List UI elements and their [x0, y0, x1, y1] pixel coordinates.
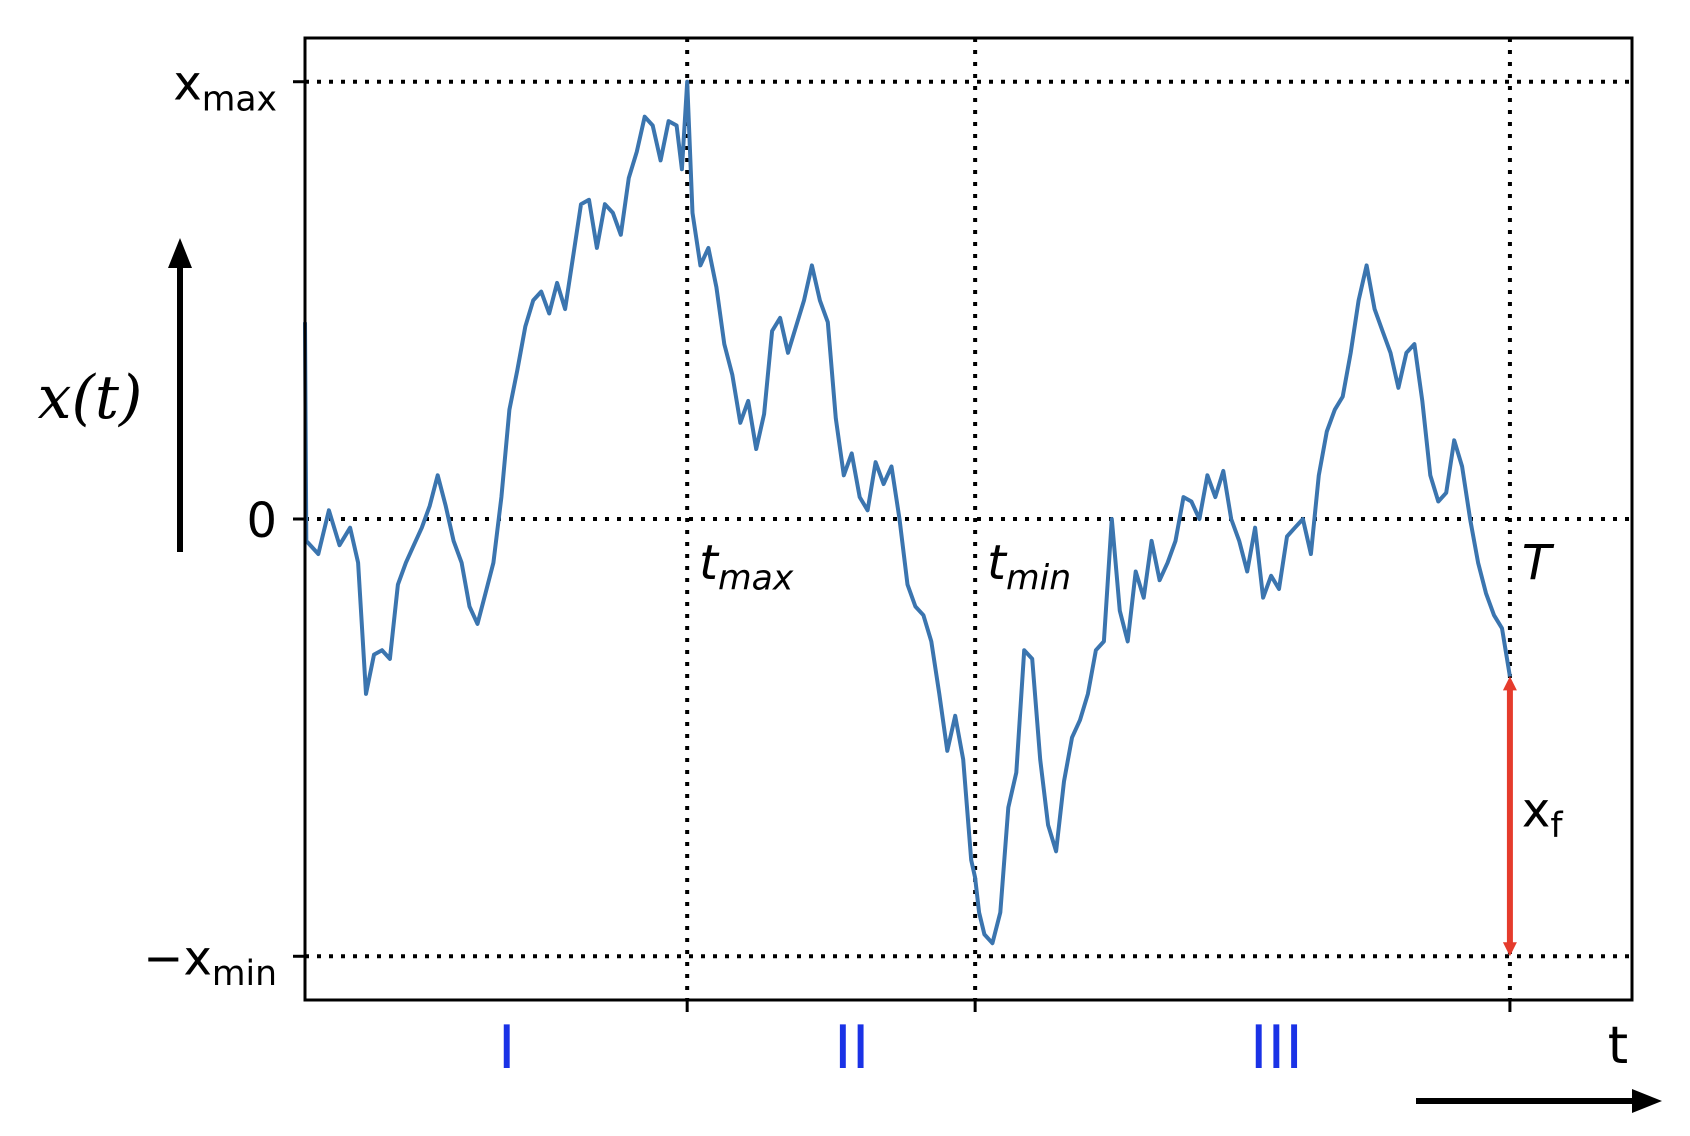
reference-lines	[305, 38, 1632, 1000]
y-tick-label: xmax	[173, 56, 277, 120]
time-marker-label-main: t	[699, 535, 720, 591]
series-layer	[303, 79, 1512, 946]
time-marker-label-sub: max	[718, 559, 794, 599]
region-label: II	[834, 1013, 869, 1083]
time-marker-labels: tmax tmin T	[685, 535, 1555, 1012]
time-marker-label: tmax	[699, 535, 794, 599]
y-tick-label-main: 0	[246, 493, 277, 549]
y-axis-arrow-head	[168, 238, 192, 268]
region-label: III	[1250, 1013, 1303, 1083]
time-marker-label-main: t	[987, 535, 1008, 591]
y-tick-label-main: x	[173, 56, 201, 112]
y-tick-label: 0	[246, 493, 277, 549]
final-arrow-head-bottom	[1502, 942, 1517, 957]
final-arrow-label-main: x	[1522, 782, 1550, 838]
final-arrow-label: xf	[1522, 782, 1563, 846]
y-tick-label-prefix: −	[143, 930, 183, 986]
y-tick-label-main: x	[183, 930, 211, 986]
y-tick-label-sub: max	[202, 79, 277, 119]
final-arrow-head-top	[1502, 676, 1517, 691]
time-marker-label: T	[1522, 535, 1555, 591]
x-axis-label: t	[1608, 1016, 1628, 1076]
series-line	[303, 79, 1512, 946]
y-axis-label: x(t)	[38, 363, 143, 433]
region-label: I	[498, 1013, 516, 1083]
y-tick-label-sub: min	[212, 954, 277, 994]
final-value-arrow: xf	[1502, 676, 1563, 957]
y-tick-label: −xmin	[143, 930, 277, 994]
time-marker-label: tmin	[987, 535, 1071, 599]
region-labels: I II III	[498, 1013, 1303, 1083]
time-marker-label-sub: min	[1006, 559, 1071, 599]
x-axis-arrow-head	[1632, 1089, 1662, 1113]
final-arrow-label-sub: f	[1550, 806, 1563, 846]
time-marker-label-main: T	[1522, 535, 1555, 591]
